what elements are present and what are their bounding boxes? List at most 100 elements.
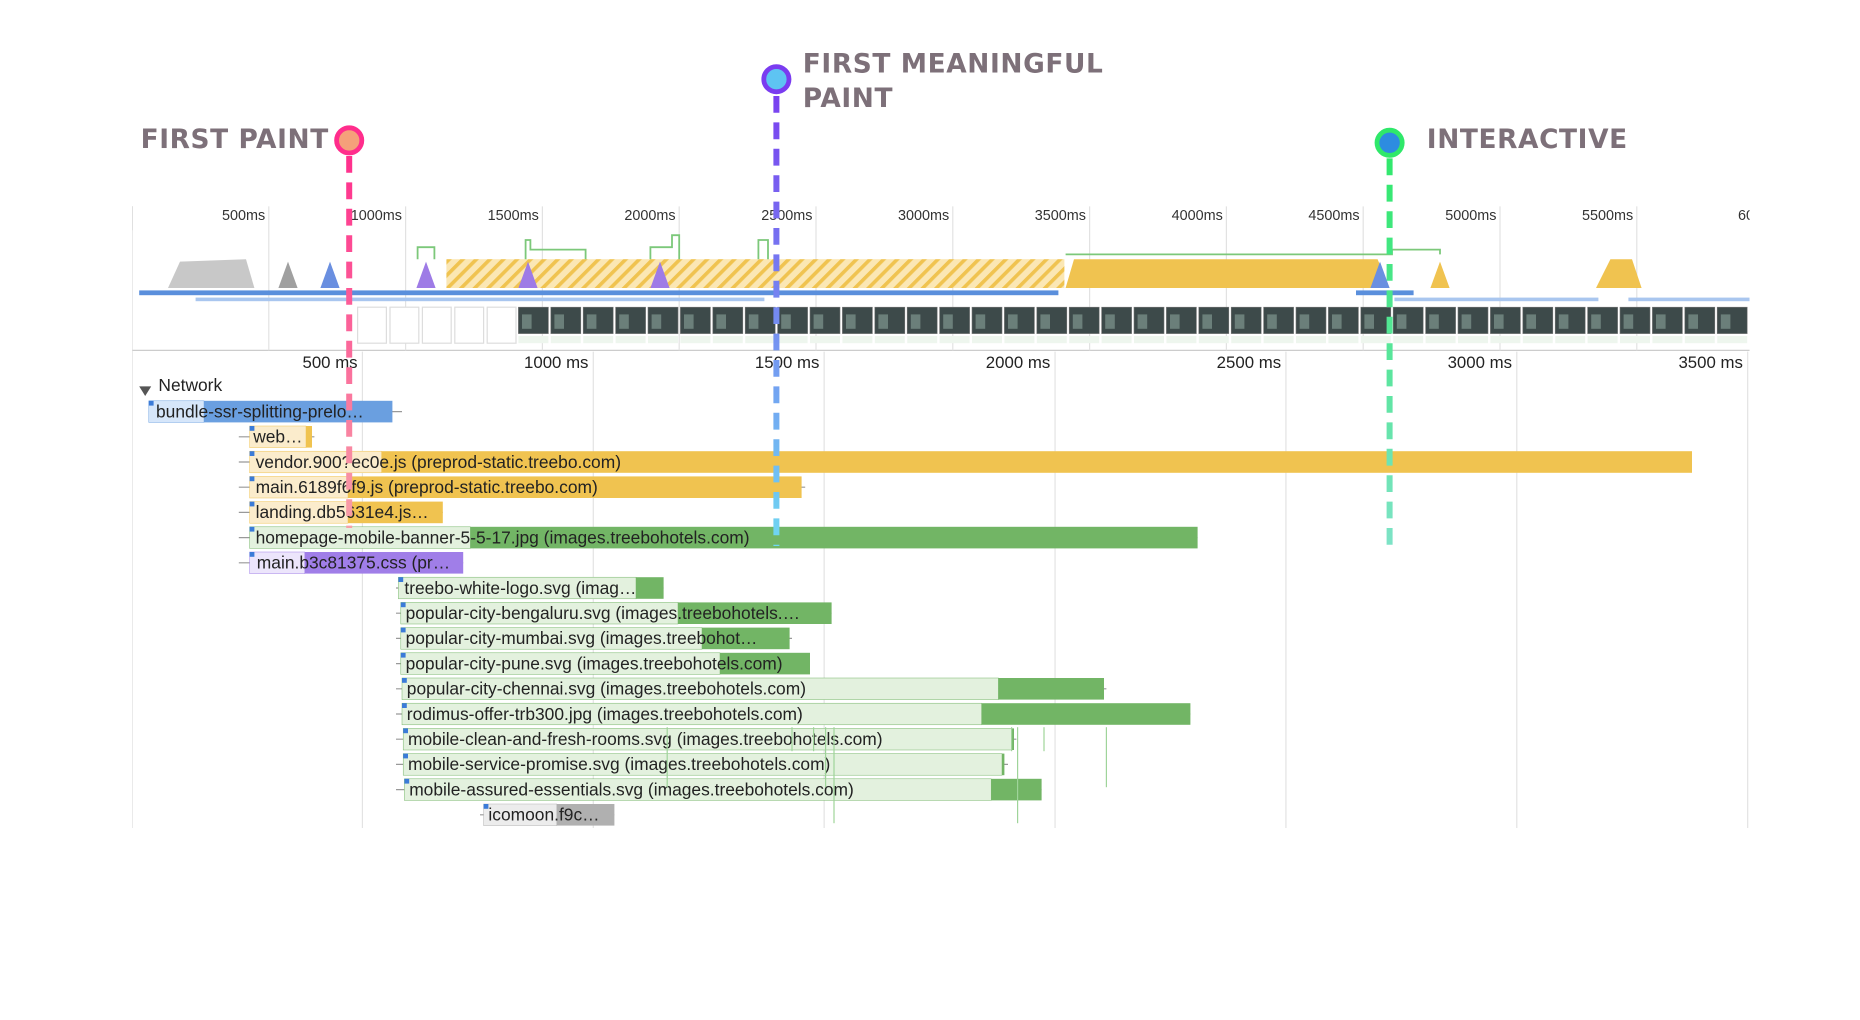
overview-tick-label: 5500ms: [1582, 208, 1633, 224]
first-paint-marker: [334, 125, 365, 156]
ruler-tick-label: 1000 ms: [524, 353, 588, 372]
film-frame-detail: [1720, 314, 1731, 329]
request-queue: [249, 551, 306, 574]
film-frame-detail: [1494, 314, 1504, 329]
film-frame: [486, 306, 517, 344]
request-bar: [998, 678, 1104, 700]
film-frame-caption: [615, 336, 646, 344]
film-frame-detail: [1461, 314, 1472, 329]
first-paint-label: FIRST PAINT: [141, 124, 329, 155]
fps-steps: [416, 234, 1441, 260]
film-frame: [421, 306, 452, 344]
overview-tick-label: 2500ms: [761, 208, 812, 224]
film-frame-detail: [1623, 314, 1634, 329]
film-frame-caption: [1490, 336, 1521, 344]
film-frame-caption: [810, 336, 840, 344]
film-frame-detail: [1202, 314, 1212, 329]
film-frame-detail: [1105, 314, 1115, 329]
film-frame-detail: [586, 314, 597, 329]
overview-tick-label: 3500ms: [1035, 208, 1086, 224]
film-frame-caption: [972, 336, 1002, 344]
ruler-tick-label: 1500 ms: [755, 353, 819, 372]
film-frame-caption: [1652, 336, 1683, 344]
expand-triangle: [139, 386, 152, 396]
request-bar: [348, 476, 802, 498]
first-meaningful-paint-marker: [761, 64, 792, 95]
film-frame-caption: [1360, 336, 1391, 344]
network-title: Network: [158, 375, 222, 395]
request-priority: [249, 552, 255, 557]
film-frame-caption: [648, 336, 678, 344]
film-frame-detail: [1008, 314, 1018, 329]
request-bar: [204, 400, 393, 423]
film-frame-detail: [522, 314, 532, 329]
request-priority: [249, 526, 255, 532]
overview-tick-label: 6000: [1738, 208, 1770, 224]
request-label: mobile-service-promise.svg (images.treeb…: [408, 754, 830, 774]
request-bar: [1011, 728, 1014, 750]
request-label: popular-city-pune.svg (images.treebohote…: [406, 653, 783, 673]
request-priority: [483, 804, 489, 809]
first-meaningful-paint-label: FIRST MEANINGFUL: [803, 48, 1104, 79]
film-frame-caption: [1198, 336, 1229, 344]
film-frame-caption: [777, 336, 808, 344]
cpu-hatched: [446, 259, 1065, 288]
network-track: [1628, 297, 1750, 302]
film-frame-detail: [1299, 314, 1310, 329]
request-priority: [148, 400, 154, 406]
film-frame-detail: [1396, 314, 1407, 329]
request-bar: [470, 526, 1198, 549]
film-frame-caption: [1522, 336, 1553, 344]
request-priority: [403, 753, 408, 759]
request-bar: [720, 652, 810, 675]
request-label: main.6189f6f9.js (preprod-static.treebo.…: [256, 477, 598, 497]
cpu-idle: [168, 259, 255, 288]
film-frame-detail: [1364, 314, 1374, 329]
film-frame: [1004, 306, 1035, 334]
film-frame-caption: [1263, 336, 1294, 344]
request-priority: [249, 426, 255, 431]
cpu-spike: [518, 261, 538, 288]
ruler-tick-label: 3500 ms: [1678, 353, 1742, 372]
film-frame-caption: [1587, 336, 1618, 344]
film-frame: [357, 306, 387, 344]
cpu-scripting: [1065, 259, 1390, 288]
cpu-spike: [320, 261, 340, 288]
film-frame: [712, 306, 744, 334]
overview-tick-label: 3000ms: [898, 208, 949, 224]
request-label: vendor.900?ec0e.js (preprod-static.treeb…: [256, 452, 621, 472]
request-bar: [991, 778, 1042, 801]
cpu-scripting: [1596, 259, 1642, 288]
film-frame-detail: [943, 314, 953, 329]
film-frame-caption: [842, 336, 873, 344]
overview-tick-label: 1500ms: [488, 208, 539, 224]
request-label: landing.db5631e4.js…: [256, 502, 429, 522]
request-priority: [402, 678, 407, 683]
request-label: mobile-assured-essentials.svg (images.tr…: [409, 779, 854, 799]
overview-tick-label: 5000ms: [1445, 208, 1496, 224]
request-label: treebo-white-logo.svg (imag…: [404, 578, 636, 598]
ruler-tick-label: 2000 ms: [986, 353, 1050, 372]
request-priority: [249, 501, 255, 507]
request-bar: [678, 602, 832, 624]
request-priority: [249, 451, 255, 456]
request-bar: [981, 703, 1191, 725]
cpu-spike: [650, 261, 670, 288]
film-frame-caption: [550, 336, 581, 344]
film-frame-detail: [684, 314, 694, 329]
request-priority: [402, 703, 407, 708]
film-frame-caption: [1555, 336, 1586, 344]
film-frame-caption: [1101, 336, 1132, 344]
film-frame-detail: [651, 314, 662, 329]
film-frame-caption: [680, 336, 711, 344]
overview-tick-label: 4000ms: [1172, 208, 1223, 224]
request-bar: [556, 804, 615, 826]
film-frame: [906, 306, 938, 334]
request-priority: [403, 728, 408, 734]
overview-tick-label: 4500ms: [1308, 208, 1359, 224]
film-frame: [454, 306, 485, 344]
interactive-marker: [1374, 127, 1405, 158]
film-frame-detail: [554, 314, 564, 329]
